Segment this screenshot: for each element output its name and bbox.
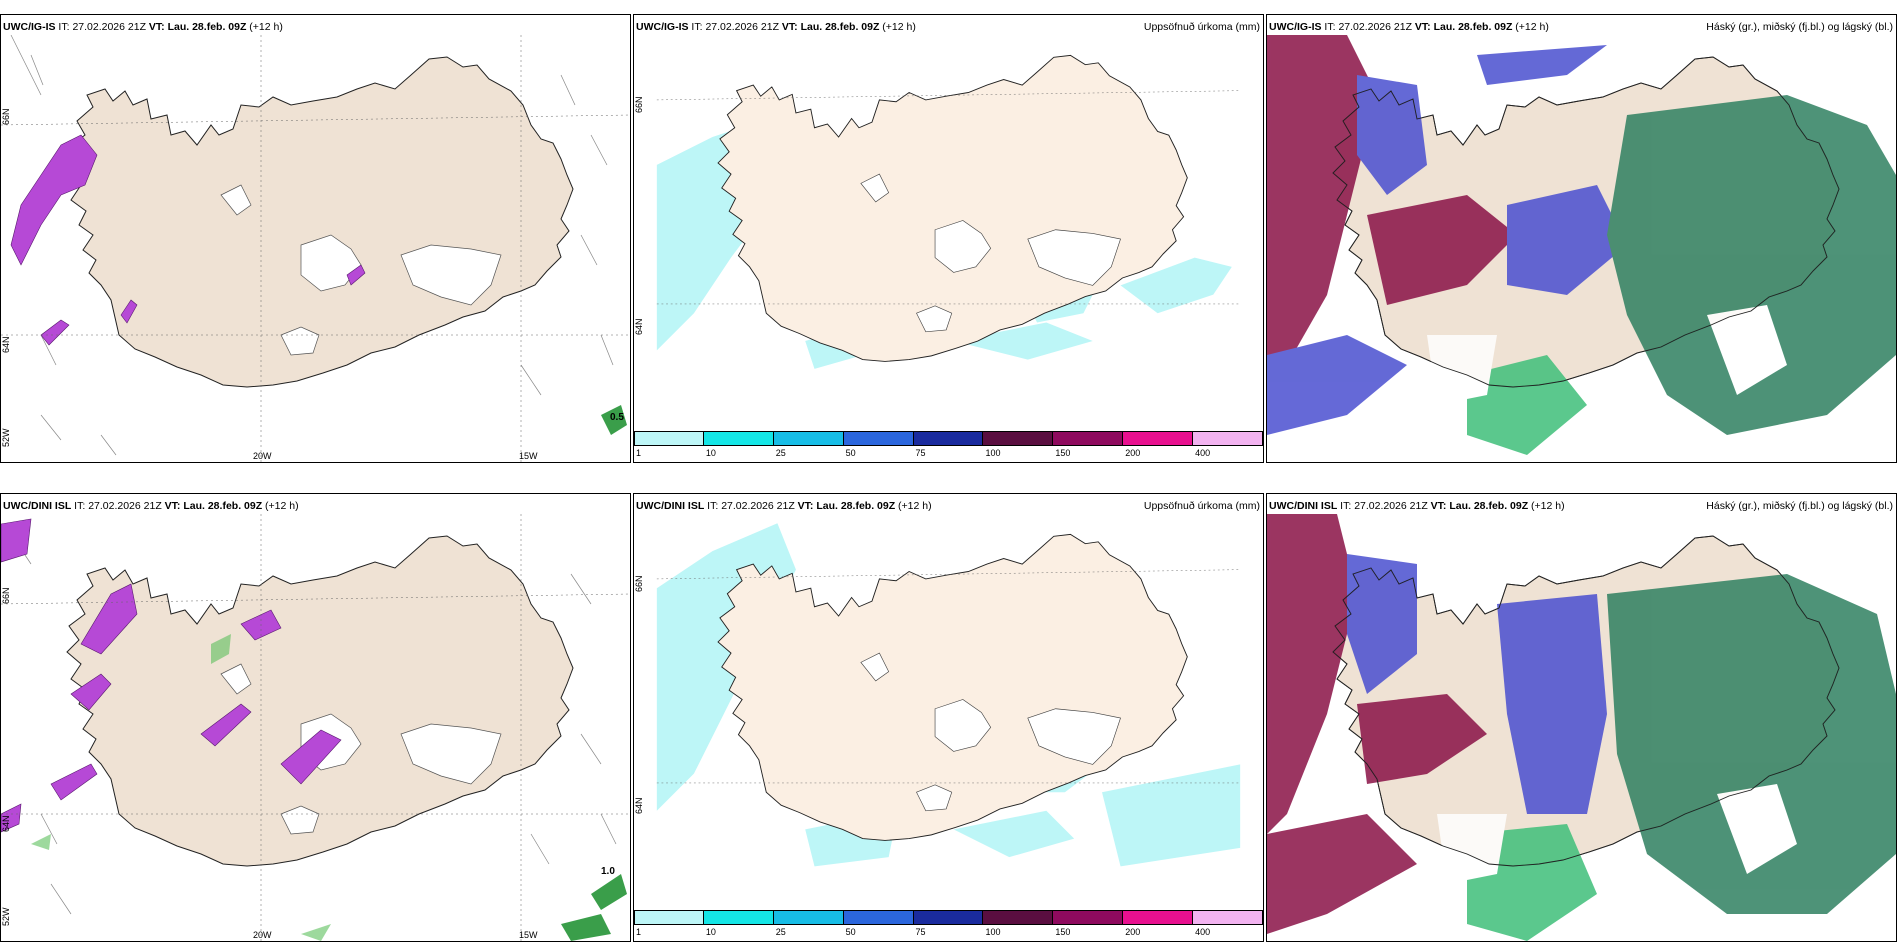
colorbar-frame [634,910,1263,925]
colorbar-swatch [843,431,914,446]
value-label: 0.5 [610,412,624,423]
colorbar-swatch [913,431,984,446]
panel-header: UWC/IG-IS IT: 27.02.2026 21Z VT: Lau. 28… [3,21,283,33]
colorbar-label: 75 [915,927,926,937]
cloud-map [1267,35,1896,462]
lat-label: 66N [634,96,644,113]
colorbar-label: 150 [1055,927,1071,937]
lon-label: 20W [253,930,272,940]
lat-label: 66N [1,108,11,125]
colorbar-label: 10 [705,927,716,937]
cloud-map [1267,514,1896,941]
panel-clouds-dini: UWC/DINI ISL IT: 27.02.2026 21Z VT: Lau.… [1266,493,1897,942]
colorbar: 1 10 25 50 75 100 150 200 400 [634,910,1263,941]
colorbar-swatch [1123,910,1194,925]
panel-clouds-igis: UWC/IG-IS IT: 27.02.2026 21Z VT: Lau. 28… [1266,14,1897,463]
colorbar-swatch [773,910,844,925]
colorbar-swatch [1053,431,1124,446]
panel-wind-dini: UWC/DINI ISL IT: 27.02.2026 21Z VT: Lau.… [0,493,631,942]
colorbar-label: 200 [1125,448,1141,458]
colorbar-label: 1 [636,448,642,458]
panel-precip-igis: UWC/IG-IS IT: 27.02.2026 21Z VT: Lau. 28… [633,14,1264,463]
panel-title: Háský (gr.), miðský (fj.bl.) og lágský (… [1706,21,1893,33]
colorbar-swatch [983,431,1054,446]
colorbar-label: 25 [775,448,786,458]
panel-wind-igis: UWC/IG-IS IT: 27.02.2026 21Z VT: Lau. 28… [0,14,631,463]
lat-label: 64N [1,336,11,353]
lon-label: 15W [519,930,538,940]
lat-label: 52W [1,907,11,926]
colorbar-label: 150 [1055,448,1071,458]
wind-map [1,514,630,941]
colorbar-label: 1 [636,927,642,937]
panel-header: UWC/IG-IS IT: 27.02.2026 21Z VT: Lau. 28… [1269,21,1549,33]
colorbar-swatch [1053,910,1124,925]
colorbar-label: 100 [985,927,1001,937]
colorbar-swatch [983,910,1054,925]
lon-label: 15W [519,451,538,461]
colorbar-label: 75 [915,448,926,458]
colorbar-swatch [703,910,774,925]
panel-precip-dini: UWC/DINI ISL IT: 27.02.2026 21Z VT: Lau.… [633,493,1264,942]
colorbar-swatch [634,431,704,446]
panel-header: UWC/DINI ISL IT: 27.02.2026 21Z VT: Lau.… [3,500,299,512]
panel-title: Uppsöfnuð úrkoma (mm) [1143,500,1260,512]
lat-label: 64N [634,318,644,335]
panel-title: Uppsöfnuð úrkoma (mm) [1143,21,1260,33]
lat-label: 64N [1,815,11,832]
precip-map [656,35,1241,431]
panel-header: UWC/DINI ISL IT: 27.02.2026 21Z VT: Lau.… [1269,500,1565,512]
wind-map [1,35,630,462]
colorbar-label: 50 [845,448,856,458]
value-label: 1.0 [601,866,615,877]
panel-title: Háský (gr.), miðský (fj.bl.) og lágský (… [1706,500,1893,512]
lon-label: 20W [253,451,272,461]
lat-label: 52W [1,428,11,447]
colorbar-swatch [843,910,914,925]
panel-header: UWC/DINI ISL IT: 27.02.2026 21Z VT: Lau.… [636,500,932,512]
panel-header: UWC/IG-IS IT: 27.02.2026 21Z VT: Lau. 28… [636,21,916,33]
lat-label: 66N [634,575,644,592]
colorbar-swatch [703,431,774,446]
colorbar-label: 10 [705,448,716,458]
colorbar-swatch [913,910,984,925]
colorbar-swatch [773,431,844,446]
colorbar-frame [634,431,1263,446]
colorbar-label: 25 [775,927,786,937]
colorbar-label: 400 [1195,927,1211,937]
colorbar: 1 10 25 50 75 100 150 200 400 [634,431,1263,462]
colorbar-swatch [634,910,704,925]
colorbar-label: 50 [845,927,856,937]
colorbar-label: 100 [985,448,1001,458]
colorbar-swatch [1123,431,1194,446]
colorbar-label: 200 [1125,927,1141,937]
colorbar-label: 400 [1195,448,1211,458]
precip-map [656,514,1241,910]
lat-label: 64N [634,797,644,814]
lat-label: 66N [1,587,11,604]
